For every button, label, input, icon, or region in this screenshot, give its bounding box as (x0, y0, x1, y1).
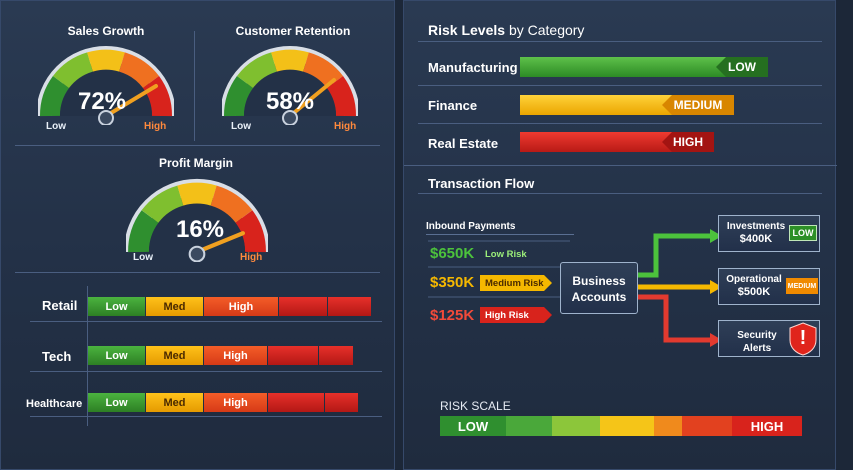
tech-red-segment (319, 346, 353, 365)
investments-label: Investments $400K (722, 220, 790, 246)
customer-retention-gauge (222, 46, 358, 125)
tech-red-segment (268, 346, 318, 365)
investments-box[interactable] (718, 215, 820, 252)
divider (418, 41, 822, 42)
risk-levels-title-rest: by Category (508, 22, 585, 38)
risk-scale-segment (682, 416, 732, 436)
sales-growth-high-label: High (144, 121, 167, 132)
category-axis-line (87, 286, 88, 426)
investments-line1: Investments (726, 221, 786, 232)
risk-scale-segment (552, 416, 600, 436)
customer-retention-title: Customer Retention (235, 24, 351, 38)
gauge-divider (194, 31, 195, 141)
business-accounts-line2: Accounts (571, 290, 627, 304)
risk-label-manufacturing: Manufacturing (428, 60, 518, 75)
tech-high-segment: High (204, 346, 267, 365)
operational-line2: $500K (737, 286, 771, 298)
divider (418, 85, 822, 86)
security-alerts-label: Security Alerts (737, 330, 777, 354)
divider (15, 145, 380, 146)
payment-tag-low: Low Risk (485, 248, 527, 260)
risk-scale-title: RISK SCALE (440, 399, 511, 413)
operational-risk-badge: MEDIUM (786, 278, 818, 294)
business-accounts-line1: Business (572, 274, 626, 288)
risk-scale-segment (654, 416, 682, 436)
row-divider (30, 371, 382, 372)
profit-margin-title: Profit Margin (159, 156, 233, 170)
healthcare-med-segment: Med (146, 393, 203, 412)
sales-growth-gauge (38, 46, 174, 125)
healthcare-red-segment (268, 393, 324, 412)
risk-scale-high-label: HIGH (750, 418, 784, 434)
retail-high-segment: High (204, 297, 278, 316)
customer-retention-high-label: High (334, 121, 357, 132)
sales-growth-low-label: Low (46, 121, 66, 132)
divider (15, 272, 380, 273)
alert-exclamation: ! (799, 326, 807, 349)
operational-line1: Operational (726, 274, 782, 285)
business-accounts-label: Business Accounts (560, 273, 638, 305)
retail-low-segment: Low (88, 297, 145, 316)
investments-line2: $400K (739, 233, 773, 245)
tech-med-segment: Med (146, 346, 203, 365)
sales-growth-title: Sales Growth (67, 24, 145, 38)
payment-amount-medium: $350K (430, 274, 475, 291)
sales-growth-value: 72% (77, 88, 127, 115)
risk-levels-title: Risk Levels by Category (428, 22, 584, 38)
risk-levels-title-bold: Risk Levels (428, 22, 506, 38)
tech-low-segment: Low (88, 346, 145, 365)
payment-amount-high: $125K (430, 307, 475, 324)
retail-red-segment (328, 297, 371, 316)
divider (418, 193, 822, 194)
operational-label: Operational $500K (720, 273, 788, 299)
manufacturing-risk-bar (520, 57, 768, 77)
risk-scale-segment (600, 416, 654, 436)
risk-scale-low-label: LOW (457, 418, 489, 434)
payment-tag-high: High Risk (480, 307, 552, 323)
transaction-flow-arrows (428, 229, 722, 347)
manufacturing-risk-tag: LOW (716, 57, 768, 77)
transaction-flow-title: Transaction Flow (428, 176, 535, 191)
customer-retention-value: 58% (265, 88, 315, 115)
inbound-underline (426, 234, 574, 235)
profit-margin-low-label: Low (133, 252, 153, 263)
real-estate-risk-bar (520, 132, 714, 152)
alert-shield-icon (789, 322, 817, 356)
category-label-tech: Tech (42, 349, 72, 364)
customer-retention-low-label: Low (231, 121, 251, 132)
payment-tag-medium: Medium Risk (480, 275, 552, 291)
risk-scale-segment (506, 416, 552, 436)
finance-risk-tag: MEDIUM (662, 95, 734, 115)
risk-scale-segment (440, 416, 506, 436)
payment-amount-low: $650K (430, 245, 475, 262)
real-estate-risk-tag: HIGH (662, 132, 714, 152)
risk-label-finance: Finance (428, 98, 478, 113)
row-divider (30, 321, 382, 322)
investments-risk-badge: LOW (789, 225, 817, 241)
business-accounts-box[interactable] (560, 262, 638, 314)
profit-margin-value: 16% (175, 216, 225, 243)
divider (404, 165, 837, 166)
row-divider (30, 416, 382, 417)
profit-margin-high-label: High (240, 252, 263, 263)
risk-scale-segment (732, 416, 802, 436)
healthcare-low-segment: Low (88, 393, 145, 412)
retail-red-segment (279, 297, 327, 316)
divider (418, 123, 822, 124)
healthcare-high-segment: High (204, 393, 267, 412)
category-label-retail: Retail (42, 298, 78, 313)
risk-label-real-estate: Real Estate (428, 136, 499, 151)
category-label-healthcare: Healthcare (26, 398, 83, 410)
retail-med-segment: Med (146, 297, 203, 316)
profit-margin-gauge (126, 178, 268, 262)
inbound-payments-label: Inbound Payments (426, 221, 516, 232)
healthcare-red-segment (325, 393, 358, 412)
